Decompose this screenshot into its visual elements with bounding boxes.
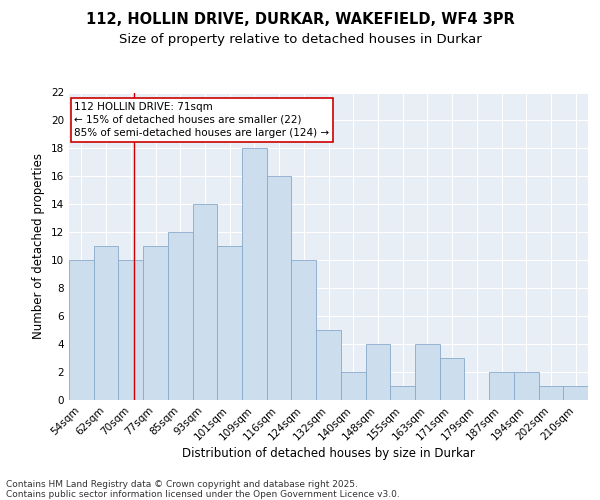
Bar xyxy=(193,204,217,400)
Text: Contains HM Land Registry data © Crown copyright and database right 2025.
Contai: Contains HM Land Registry data © Crown c… xyxy=(6,480,400,499)
Bar xyxy=(365,344,390,400)
Bar xyxy=(242,148,267,400)
Bar xyxy=(267,176,292,400)
Bar xyxy=(514,372,539,400)
Text: 112 HOLLIN DRIVE: 71sqm
← 15% of detached houses are smaller (22)
85% of semi-de: 112 HOLLIN DRIVE: 71sqm ← 15% of detache… xyxy=(74,102,329,138)
Bar xyxy=(94,246,118,400)
Bar xyxy=(341,372,365,400)
Bar xyxy=(168,232,193,400)
Text: 112, HOLLIN DRIVE, DURKAR, WAKEFIELD, WF4 3PR: 112, HOLLIN DRIVE, DURKAR, WAKEFIELD, WF… xyxy=(86,12,514,28)
Bar xyxy=(390,386,415,400)
Bar xyxy=(143,246,168,400)
Bar xyxy=(440,358,464,400)
Text: Size of property relative to detached houses in Durkar: Size of property relative to detached ho… xyxy=(119,32,481,46)
Bar xyxy=(489,372,514,400)
Bar xyxy=(415,344,440,400)
Bar xyxy=(563,386,588,400)
Y-axis label: Number of detached properties: Number of detached properties xyxy=(32,153,46,339)
Bar xyxy=(316,330,341,400)
Bar xyxy=(118,260,143,400)
Bar xyxy=(217,246,242,400)
Bar xyxy=(69,260,94,400)
X-axis label: Distribution of detached houses by size in Durkar: Distribution of detached houses by size … xyxy=(182,448,475,460)
Bar xyxy=(539,386,563,400)
Bar xyxy=(292,260,316,400)
